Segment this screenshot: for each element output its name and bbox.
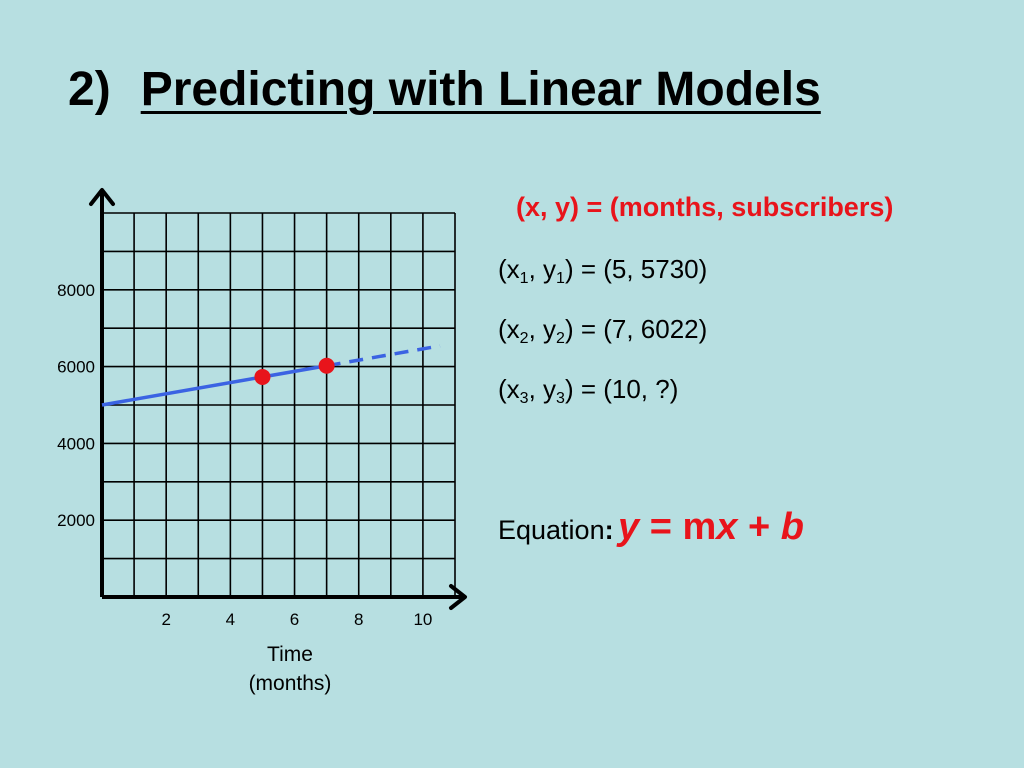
x-tick-label: 10 bbox=[413, 610, 432, 629]
equation: y = mx + b bbox=[618, 506, 804, 548]
x-axis-label-line: Time bbox=[267, 643, 313, 666]
x-axis-label: Time (months) bbox=[249, 643, 332, 695]
x-tick-label: 4 bbox=[226, 610, 235, 629]
x-tick-label: 2 bbox=[161, 610, 170, 629]
slide-title: 2) Predicting with Linear Models bbox=[68, 62, 821, 117]
chart-axes bbox=[89, 188, 467, 610]
y-tick-label: 4000 bbox=[57, 434, 95, 453]
y-tick-label: 8000 bbox=[57, 281, 95, 300]
equation-label: Equation bbox=[498, 515, 605, 545]
fit-line bbox=[101, 344, 441, 407]
fit-line-solid bbox=[101, 364, 327, 407]
y-tick-labels: 2000 4000 6000 8000 bbox=[57, 281, 95, 530]
fit-line-dashed bbox=[326, 344, 441, 368]
y-axis-arrow bbox=[89, 188, 115, 206]
variable-definition: (x, y) = (months, subscribers) bbox=[516, 192, 894, 222]
x-tick-labels: 2 4 6 8 10 bbox=[161, 610, 432, 629]
title-text: Predicting with Linear Models bbox=[140, 63, 821, 116]
point-2-text: (x2, y2) = (7, 6022) bbox=[498, 314, 708, 347]
x-axis-arrow bbox=[449, 584, 467, 610]
point-1-text: (x1, y1) = (5, 5730) bbox=[498, 254, 708, 287]
equation-row: Equation: y = mx + b bbox=[498, 506, 804, 549]
y-tick-label: 6000 bbox=[57, 358, 95, 377]
x-axis-label-line: (months) bbox=[249, 672, 332, 695]
x-tick-label: 6 bbox=[290, 610, 299, 629]
chart-grid bbox=[102, 212, 456, 597]
data-point bbox=[254, 368, 271, 385]
data-point bbox=[318, 357, 335, 374]
point-3-text: (x3, y3) = (10, ?) bbox=[498, 374, 679, 407]
title-number: 2) bbox=[68, 63, 111, 116]
data-points bbox=[254, 357, 335, 385]
equation-colon: : bbox=[604, 515, 614, 545]
y-tick-label: 2000 bbox=[57, 511, 95, 530]
x-tick-label: 8 bbox=[354, 610, 363, 629]
